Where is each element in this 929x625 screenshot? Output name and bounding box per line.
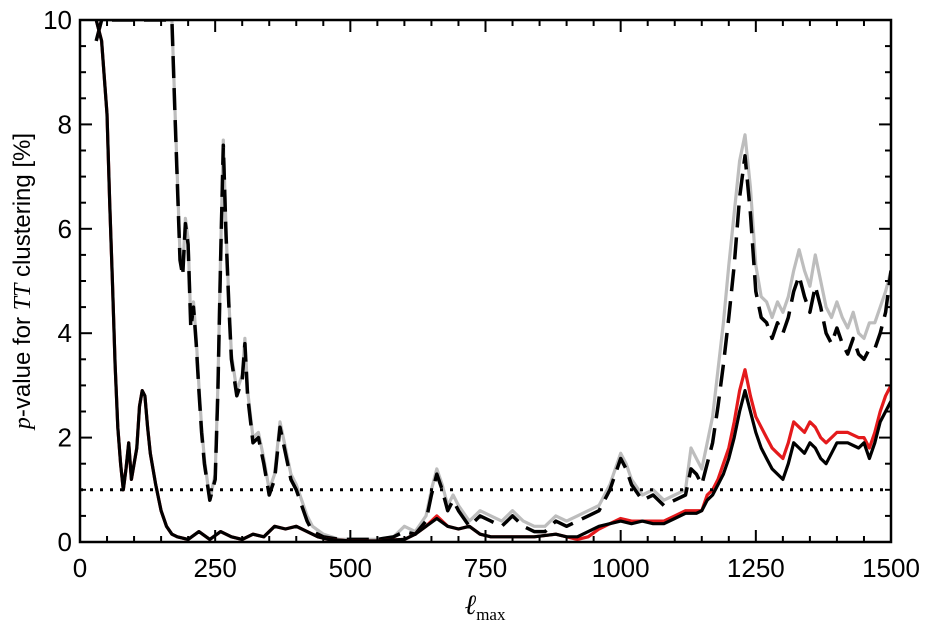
- x-axis-label-sub: max: [476, 605, 506, 624]
- y-tick-label: 2: [58, 423, 72, 453]
- y-axis-label-middle: -value for: [9, 310, 36, 417]
- y-axis-label: p-value for TT clustering [%]: [9, 133, 36, 431]
- series-line-1: [94, 20, 891, 541]
- y-tick-label: 4: [58, 318, 72, 348]
- x-tick-label: 500: [329, 553, 372, 583]
- y-tick-label: 0: [58, 527, 72, 557]
- x-tick-label: 1500: [862, 553, 920, 583]
- label-layer: ℓmax p-value for TT clustering [%]: [9, 133, 506, 624]
- x-tick-label: 250: [193, 553, 236, 583]
- y-axis-label-prefix: p: [10, 417, 36, 431]
- x-tick-label: 0: [73, 553, 87, 583]
- series-line-2: [94, 20, 891, 542]
- series-layer: [94, 20, 891, 542]
- y-tick-label: 10: [43, 5, 72, 35]
- x-tick-label: 1000: [592, 553, 650, 583]
- tick-layer: 0 250 500 750 1000 1250 1500 0 2 4 6 8 10: [43, 5, 920, 583]
- y-axis-label-italic: TT: [10, 282, 36, 310]
- x-tick-label: 750: [464, 553, 507, 583]
- x-tick-label: 1250: [727, 553, 785, 583]
- x-axis-label: ℓmax: [465, 590, 506, 624]
- y-tick-label: 6: [58, 214, 72, 244]
- y-tick-label: 8: [58, 109, 72, 139]
- x-axis-label-main: ℓ: [465, 590, 477, 621]
- y-axis-label-suffix: clustering [%]: [9, 133, 36, 284]
